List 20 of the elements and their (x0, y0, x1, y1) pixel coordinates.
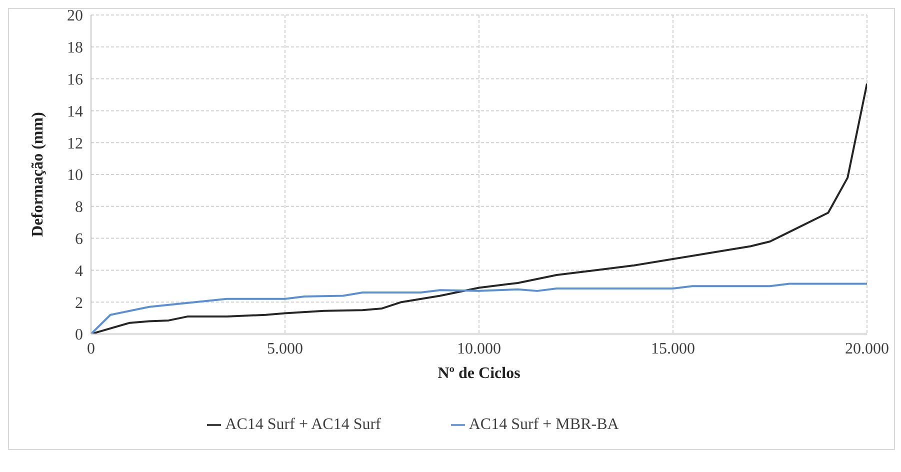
x-tick-label: 5.000 (267, 340, 303, 358)
y-axis-title: Deformação (mm) (30, 112, 47, 237)
x-tick-label: 20.000 (845, 340, 889, 358)
y-tick-label: 16 (67, 71, 83, 88)
y-tick-label: 14 (67, 103, 83, 120)
y-tick-label: 6 (75, 230, 83, 248)
y-tick-label: 8 (75, 199, 83, 216)
x-axis-title: Nº de Ciclos (438, 365, 520, 382)
y-tick-label: 4 (75, 262, 83, 280)
legend-label: AC14 Surf + AC14 Surf (225, 416, 381, 433)
legend-label: AC14 Surf + MBR-BA (468, 416, 619, 433)
y-tick-label: 2 (75, 294, 83, 312)
y-tick-label: 20 (67, 8, 83, 25)
y-tick-label: 10 (67, 167, 83, 184)
x-tick-label: 0 (87, 340, 95, 358)
x-tick-label: 15.000 (651, 340, 695, 358)
x-tick-label: 10.000 (457, 340, 501, 358)
y-tick-label: 18 (67, 40, 83, 57)
y-tick-label: 0 (75, 326, 83, 344)
y-tick-label: 12 (67, 135, 83, 152)
